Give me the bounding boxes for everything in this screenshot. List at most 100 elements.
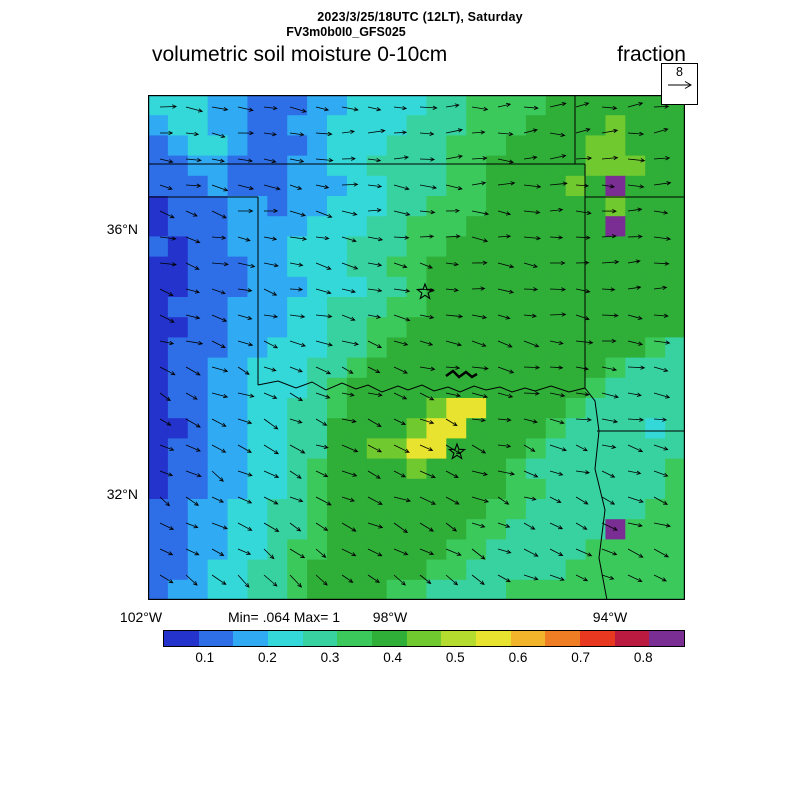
moisture-cell — [545, 438, 567, 460]
moisture-cell — [187, 579, 209, 600]
moisture-cell — [525, 398, 547, 419]
moisture-cell — [267, 499, 288, 520]
moisture-cell — [605, 115, 626, 136]
moisture-cell — [148, 559, 169, 581]
moisture-cell — [446, 539, 467, 561]
moisture-cell — [585, 438, 606, 460]
moisture-cell — [525, 357, 547, 379]
moisture-cell — [625, 499, 646, 520]
moisture-cell — [386, 297, 408, 318]
moisture-cell — [207, 559, 229, 581]
moisture-cell — [605, 438, 626, 460]
moisture-cell — [346, 438, 368, 460]
moisture-cell — [406, 579, 427, 600]
moisture-cell — [327, 337, 348, 359]
moisture-cell — [406, 438, 427, 460]
moisture-cell — [625, 579, 646, 600]
moisture-cell — [346, 337, 368, 359]
moisture-cell — [148, 196, 169, 217]
moisture-cell — [148, 499, 169, 520]
moisture-cell — [466, 175, 487, 197]
moisture-cell — [585, 236, 606, 258]
moisture-cell — [287, 478, 308, 500]
colorbar-segment — [198, 631, 234, 646]
moisture-cell — [307, 95, 328, 116]
moisture-cell — [466, 519, 487, 540]
moisture-cell — [466, 579, 487, 600]
moisture-cell — [665, 276, 685, 298]
moisture-cell — [187, 236, 209, 258]
moisture-cell — [486, 438, 507, 460]
moisture-cell — [426, 519, 447, 540]
moisture-cell — [426, 276, 447, 298]
moisture-cell — [167, 458, 189, 480]
moisture-cell — [506, 155, 527, 177]
moisture-cell — [366, 377, 388, 399]
moisture-cell — [287, 519, 308, 540]
moisture-cell — [366, 276, 388, 298]
moisture-cell — [406, 135, 427, 157]
moisture-cell — [605, 95, 626, 116]
moisture-cell — [187, 95, 209, 116]
moisture-cell — [307, 236, 328, 258]
moisture-cell — [625, 115, 646, 136]
moisture-cell — [605, 256, 626, 278]
moisture-cell — [545, 357, 567, 379]
moisture-cell — [446, 377, 467, 399]
moisture-cell — [366, 418, 388, 439]
moisture-cell — [446, 478, 467, 500]
moisture-cell — [247, 377, 268, 399]
moisture-cell — [207, 216, 229, 237]
moisture-cell — [287, 317, 308, 338]
moisture-cell — [287, 398, 308, 419]
moisture-cell — [506, 236, 527, 258]
moisture-cell — [506, 499, 527, 520]
moisture-cell — [187, 256, 209, 278]
moisture-cell — [148, 175, 169, 197]
moisture-cell — [267, 458, 288, 480]
moisture-cell — [525, 135, 547, 157]
moisture-cell — [406, 357, 427, 379]
moisture-cell — [446, 236, 467, 258]
moisture-cell — [247, 95, 268, 116]
moisture-cell — [585, 377, 606, 399]
moisture-cell — [506, 539, 527, 561]
moisture-cell — [366, 135, 388, 157]
moisture-cell — [167, 377, 189, 399]
moisture-cell — [446, 155, 467, 177]
moisture-cell — [267, 256, 288, 278]
moisture-cell — [645, 458, 666, 480]
lon-tick-94w: 94°W — [592, 609, 628, 625]
moisture-cell — [565, 398, 587, 419]
moisture-cell — [645, 196, 666, 217]
map-frame — [148, 95, 685, 600]
state-borders — [148, 95, 685, 600]
moisture-cell — [307, 478, 328, 500]
moisture-cell — [446, 438, 467, 460]
moisture-cell — [267, 276, 288, 298]
moisture-cell — [446, 115, 467, 136]
moisture-cell — [167, 539, 189, 561]
moisture-cell — [486, 256, 507, 278]
moisture-cell — [645, 418, 666, 439]
moisture-cell — [625, 478, 646, 500]
moisture-cell — [307, 115, 328, 136]
moisture-cell — [187, 478, 209, 500]
moisture-cell — [267, 317, 288, 338]
moisture-cell — [645, 398, 666, 419]
moisture-cell — [565, 337, 587, 359]
moisture-cell — [625, 256, 646, 278]
moisture-cell — [287, 377, 308, 399]
moisture-cell — [187, 539, 209, 561]
moisture-cell — [148, 256, 169, 278]
moisture-cell — [466, 438, 487, 460]
moisture-cell — [466, 236, 487, 258]
moisture-cell — [167, 135, 189, 157]
moisture-cell — [287, 135, 308, 157]
location-star-markers — [415, 282, 467, 460]
moisture-cell — [307, 276, 328, 298]
moisture-cell — [307, 317, 328, 338]
moisture-cell — [605, 539, 626, 561]
moisture-cell — [565, 559, 587, 581]
moisture-cell — [187, 377, 209, 399]
